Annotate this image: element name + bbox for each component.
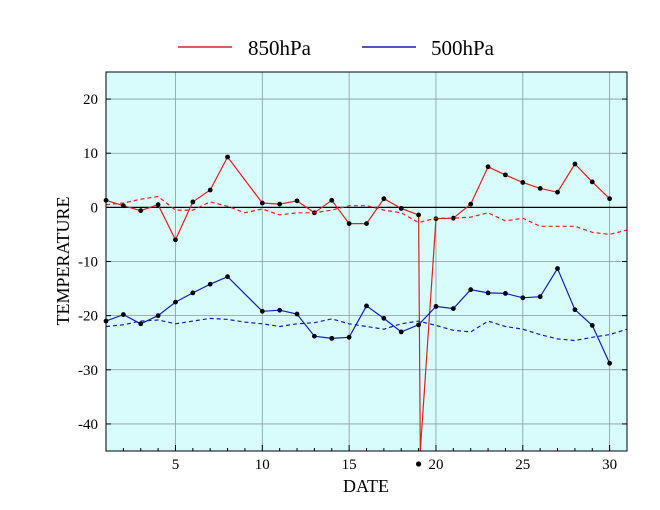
data-point-500hpa	[155, 313, 161, 319]
data-point-850hpa	[416, 212, 421, 218]
data-point-500hpa	[173, 299, 178, 305]
data-point-850hpa	[225, 154, 230, 160]
data-point-500hpa	[312, 333, 317, 339]
y-tick-label: -30	[78, 363, 98, 379]
data-point-500hpa	[589, 322, 595, 328]
data-point-500hpa	[503, 291, 508, 296]
series-line-850hpa-normal	[105, 195, 628, 236]
data-point-850hpa	[607, 196, 613, 202]
x-tick-label: 5	[172, 457, 180, 473]
data-point-850hpa	[520, 180, 526, 185]
data-point-850hpa	[138, 208, 144, 214]
data-point-850hpa	[294, 198, 300, 204]
data-point-500hpa	[277, 307, 283, 313]
data-point-850hpa	[381, 196, 387, 202]
x-axis: 5 10 15 20 25 30	[105, 445, 628, 473]
legend-label-500hpa: 500hPa	[431, 36, 495, 60]
x-tick-label: 10	[255, 457, 270, 473]
data-point-850hpa	[190, 199, 196, 205]
y-tick-label: 0	[91, 200, 99, 216]
data-point-850hpa	[485, 164, 491, 170]
legend: 850hPa 500hPa	[178, 36, 495, 60]
y-tick-label: -10	[78, 255, 98, 271]
x-tick-label: 25	[515, 457, 530, 473]
data-point-500hpa	[259, 308, 265, 314]
data-point-850hpa	[537, 186, 543, 191]
x-tick-label: 15	[342, 457, 357, 473]
x-tick-label: 30	[602, 457, 617, 473]
data-point-850hpa	[468, 201, 474, 207]
y-tick-label: -20	[78, 309, 98, 325]
series-layer	[103, 154, 628, 452]
data-point-850hpa	[398, 206, 404, 211]
data-point-500hpa	[190, 290, 196, 296]
data-point-500hpa	[398, 329, 404, 335]
y-axis: -40 -30 -20 -10 0 10 20	[78, 92, 627, 433]
data-point-850hpa	[450, 215, 456, 221]
y-tick-label: 20	[83, 92, 98, 108]
data-point-500hpa	[520, 295, 526, 301]
data-point-850hpa	[555, 189, 560, 195]
data-point-850hpa	[120, 203, 126, 209]
legend-label-850hpa: 850hPa	[248, 36, 312, 60]
data-point-500hpa	[555, 266, 560, 271]
data-point-500hpa	[450, 306, 456, 312]
data-point-850hpa	[207, 187, 213, 193]
x-axis-title: DATE	[343, 476, 389, 496]
y-axis-title: TEMPERATURE	[53, 196, 73, 325]
data-point-850hpa	[503, 172, 508, 178]
data-point-850hpa	[329, 197, 335, 203]
data-point-500hpa	[572, 307, 578, 313]
data-point-850hpa	[364, 221, 369, 227]
data-point-500hpa	[468, 287, 474, 293]
series-line-500hpa-normal	[105, 317, 628, 342]
data-point-500hpa	[381, 315, 387, 321]
data-point-500hpa	[485, 290, 491, 296]
data-point-850hpa	[572, 161, 578, 167]
data-point-850hpa	[173, 237, 178, 243]
date-marker-dot	[416, 461, 422, 467]
data-point-500hpa	[120, 312, 126, 317]
data-point-500hpa	[537, 294, 543, 300]
y-tick-label: 10	[83, 146, 98, 162]
series-line-850hpa	[105, 155, 611, 452]
data-point-500hpa	[329, 335, 335, 341]
data-point-500hpa	[294, 311, 300, 317]
data-point-500hpa	[346, 334, 352, 340]
data-point-500hpa	[207, 281, 213, 287]
data-point-850hpa	[259, 200, 265, 206]
gridlines	[106, 72, 627, 451]
data-point-500hpa	[225, 274, 230, 280]
data-point-500hpa	[138, 321, 144, 327]
data-point-850hpa	[346, 221, 352, 227]
data-point-500hpa	[416, 322, 421, 328]
data-point-850hpa	[277, 201, 283, 207]
y-tick-label: -40	[78, 417, 98, 433]
data-point-850hpa	[589, 179, 595, 185]
x-tick-label: 20	[428, 457, 443, 473]
data-point-500hpa	[607, 360, 613, 366]
data-point-500hpa	[364, 303, 369, 309]
data-point-850hpa	[155, 202, 161, 208]
data-point-500hpa	[433, 304, 439, 309]
